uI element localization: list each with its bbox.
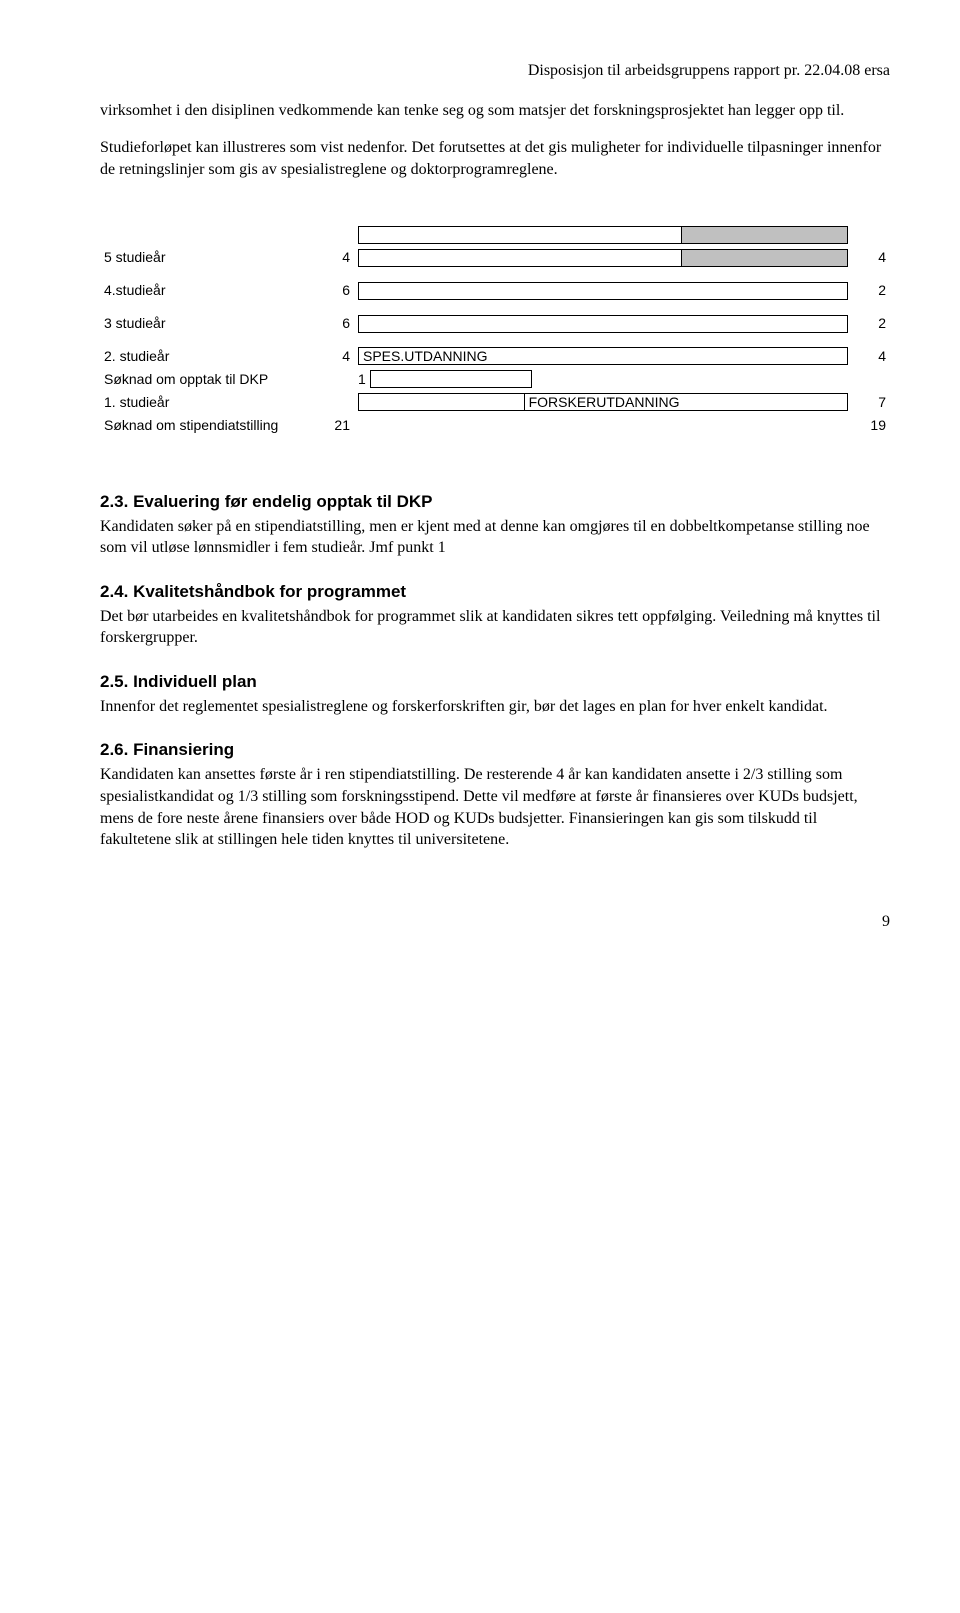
section-2-3-body: Kandidaten søker på en stipendiatstillin…: [100, 516, 890, 559]
table-row: 5 studieår 4 4: [100, 246, 890, 269]
row-num-inline: 1: [358, 370, 366, 389]
table-row: 3 studieår 6 2: [100, 312, 890, 335]
table-row: Søknad om opptak til DKP 1: [100, 368, 890, 391]
row-left-num: 4: [318, 246, 354, 269]
row-right-num: 7: [852, 391, 890, 414]
row-right-num: 19: [852, 414, 890, 437]
row-right-num: 4: [852, 345, 890, 368]
row-right-num: 2: [852, 279, 890, 302]
row-label: Søknad om opptak til DKP: [100, 368, 318, 391]
table-row: 2. studieår 4 SPES.UTDANNING 4: [100, 345, 890, 368]
section-2-6-body: Kandidaten kan ansettes første år i ren …: [100, 764, 890, 850]
study-plan-table: 5 studieår 4 4 4.studieår 6 2 3 studieår…: [100, 224, 890, 436]
table-row: 4.studieår 6 2: [100, 279, 890, 302]
row-left-num: 21: [318, 414, 354, 437]
page-number: 9: [100, 911, 890, 933]
section-2-5-body: Innenfor det reglementet spesialistregle…: [100, 696, 890, 718]
section-2-4-title: 2.4. Kvalitetshåndbok for programmet: [100, 581, 890, 604]
row-label: 4.studieår: [100, 279, 318, 302]
row-left-num: 6: [318, 279, 354, 302]
header-right-text: Disposisjon til arbeidsgruppens rapport …: [100, 60, 890, 82]
section-2-5-title: 2.5. Individuell plan: [100, 671, 890, 694]
row-label: 3 studieår: [100, 312, 318, 335]
section-2-6-title: 2.6. Finansiering: [100, 739, 890, 762]
section-2-3-title: 2.3. Evaluering før endelig opptak til D…: [100, 491, 890, 514]
row-label: 2. studieår: [100, 345, 318, 368]
row-label: Søknad om stipendiatstilling: [100, 414, 318, 437]
row-left-num: 6: [318, 312, 354, 335]
intro-paragraph-2: Studieforløpet kan illustreres som vist …: [100, 137, 890, 180]
table-row: 1. studieår FORSKERUTDANNING 7: [100, 391, 890, 414]
row-right-num: 4: [852, 246, 890, 269]
row-label: 5 studieår: [100, 246, 318, 269]
row-mid-text: SPES.UTDANNING: [363, 347, 487, 366]
table-row: Søknad om stipendiatstilling 21 19: [100, 414, 890, 437]
row-label: 1. studieår: [100, 391, 318, 414]
intro-paragraph-1: virksomhet i den disiplinen vedkommende …: [100, 100, 890, 122]
row-right-num: 2: [852, 312, 890, 335]
row-mid-text: FORSKERUTDANNING: [529, 393, 680, 412]
section-2-4-body: Det bør utarbeides en kvalitetshåndbok f…: [100, 606, 890, 649]
row-left-num: 4: [318, 345, 354, 368]
